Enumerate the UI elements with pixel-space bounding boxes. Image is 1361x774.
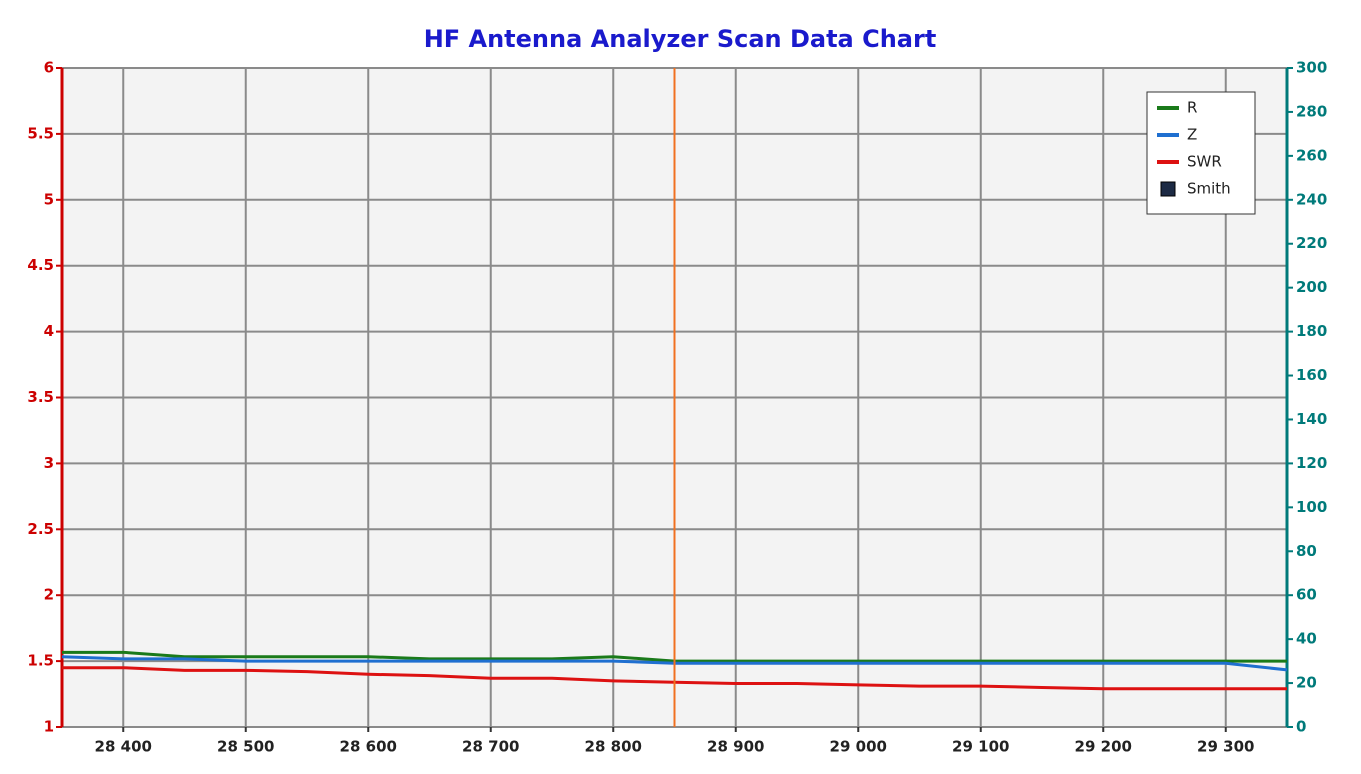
y2-tick-label: 240	[1296, 190, 1327, 208]
chart-title: HF Antenna Analyzer Scan Data Chart	[424, 25, 937, 53]
y2-tick-label: 20	[1296, 674, 1317, 692]
y-tick-label: 4.5	[27, 256, 54, 274]
x-tick-label: 28 400	[95, 738, 152, 756]
y2-tick-label: 160	[1296, 366, 1327, 384]
y-tick-label: 2	[44, 586, 54, 604]
y-tick-label: 1	[44, 718, 54, 736]
x-tick-label: 28 900	[707, 738, 764, 756]
y2-tick-label: 280	[1296, 102, 1327, 120]
y2-tick-label: 120	[1296, 454, 1327, 472]
legend-label: SWR	[1187, 153, 1222, 171]
x-tick-label: 29 100	[952, 738, 1009, 756]
y2-tick-label: 40	[1296, 630, 1317, 648]
y-tick-label: 5.5	[27, 124, 54, 142]
x-tick-label: 28 700	[462, 738, 519, 756]
x-tick-label: 29 200	[1075, 738, 1132, 756]
y2-tick-label: 300	[1296, 59, 1327, 77]
legend-swatch	[1160, 181, 1176, 197]
x-tick-label: 29 000	[830, 738, 887, 756]
y2-tick-label: 200	[1296, 278, 1327, 296]
x-tick-label: 29 300	[1197, 738, 1254, 756]
y-tick-label: 3	[44, 454, 54, 472]
y-tick-label: 6	[44, 59, 54, 77]
y2-tick-label: 260	[1296, 146, 1327, 164]
y2-tick-label: 60	[1296, 586, 1317, 604]
y2-tick-label: 140	[1296, 410, 1327, 428]
y2-tick-label: 180	[1296, 322, 1327, 340]
y-tick-label: 2.5	[27, 520, 54, 538]
y2-tick-label: 220	[1296, 234, 1327, 252]
y-tick-label: 3.5	[27, 388, 54, 406]
x-tick-label: 28 500	[217, 738, 274, 756]
y-tick-label: 5	[44, 190, 54, 208]
legend-label: Z	[1187, 126, 1197, 144]
x-tick-label: 28 800	[585, 738, 642, 756]
y-tick-label: 4	[44, 322, 54, 340]
y2-tick-label: 0	[1296, 718, 1306, 736]
legend-label: R	[1187, 99, 1197, 117]
y-tick-label: 1.5	[27, 652, 54, 670]
x-tick-label: 28 600	[340, 738, 397, 756]
legend-label: Smith	[1187, 180, 1231, 198]
y2-tick-label: 80	[1296, 542, 1317, 560]
y2-tick-label: 100	[1296, 498, 1327, 516]
